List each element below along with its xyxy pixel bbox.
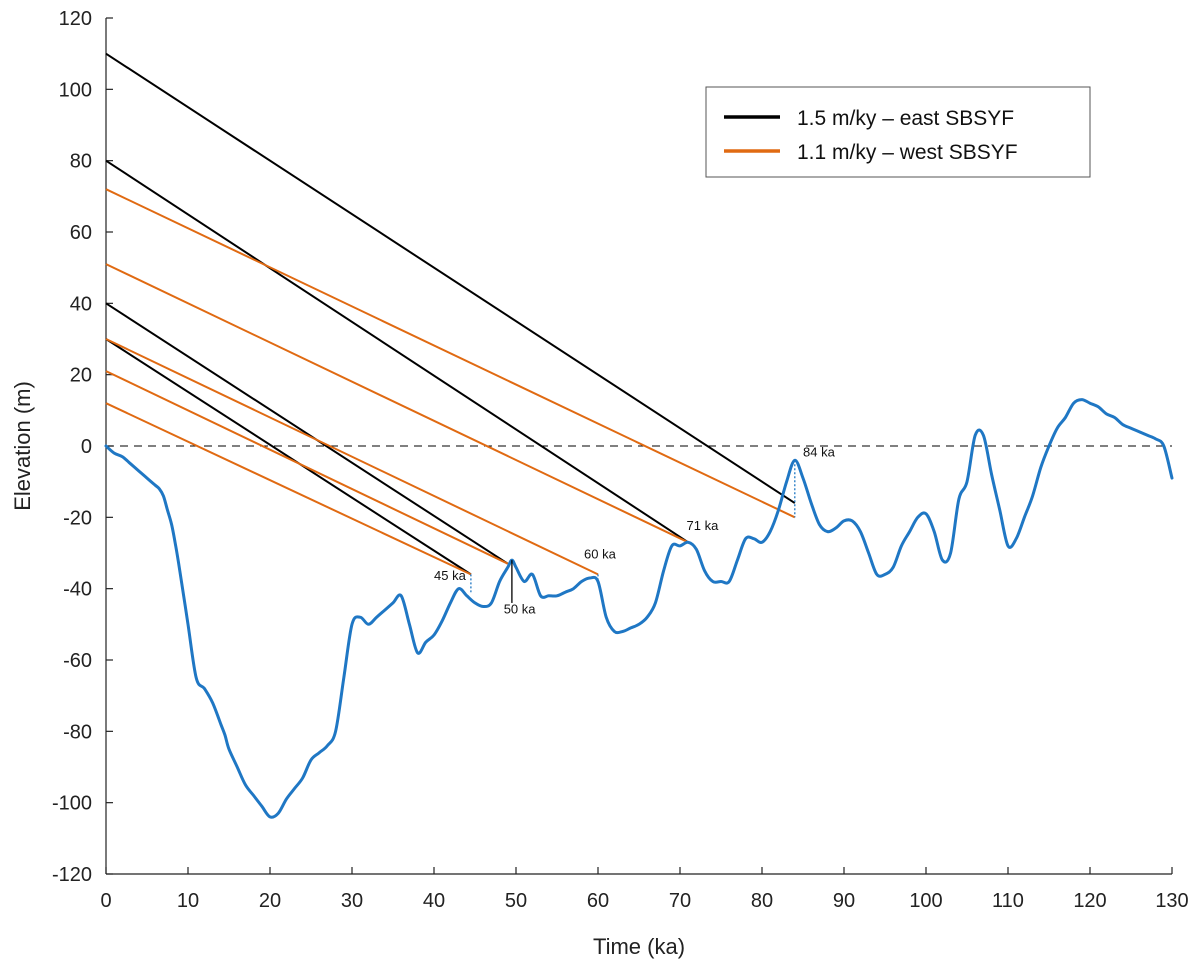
terrace-line-black	[105, 338, 472, 576]
y-axis-title: Elevation (m)	[10, 381, 35, 511]
y-tick-label: 60	[70, 222, 92, 244]
y-tick-label: 100	[59, 79, 92, 101]
x-tick-label: 20	[259, 890, 281, 912]
x-tick-label: 70	[669, 890, 691, 912]
terrace-line-orange	[105, 338, 599, 576]
x-tick-label: 10	[177, 890, 199, 912]
age-markers-group	[470, 460, 796, 603]
y-tick-label: -100	[52, 793, 92, 815]
x-tick-label: 120	[1073, 890, 1106, 912]
legend-label: 1.1 m/ky – west SBSYF	[797, 141, 1018, 164]
terrace-line-orange	[105, 402, 472, 576]
age-annotation: 84 ka	[803, 445, 836, 460]
terrace-line-black	[105, 302, 509, 565]
age-annotation: 50 ka	[504, 602, 537, 617]
x-tick-label: 60	[587, 890, 609, 912]
x-tick-label: 30	[341, 890, 363, 912]
x-tick-label: 0	[100, 890, 111, 912]
y-tick-label: 40	[70, 293, 92, 315]
y-tick-label: 0	[81, 436, 92, 458]
x-tick-label: 110	[992, 890, 1024, 912]
y-tick-label: 120	[59, 8, 92, 30]
x-tick-label: 90	[833, 890, 855, 912]
legend-box	[705, 86, 1091, 178]
terrace-line-orange	[105, 188, 796, 519]
x-tick-label: 80	[751, 890, 773, 912]
terrace-line-orange	[105, 370, 509, 565]
x-tick-label: 40	[423, 890, 445, 912]
y-tick-label: -80	[63, 721, 92, 743]
x-axis-title: Time (ka)	[593, 934, 685, 959]
axes: -120 -100 -80 -60 -40 -20 0 20 40 60 80 100 120 0 10 20…	[52, 8, 1189, 912]
sea-level-curve	[104, 398, 1174, 819]
y-tick-label: 20	[70, 365, 92, 387]
legend-label: 1.5 m/ky – east SBSYF	[797, 107, 1014, 130]
terrace-line-black	[105, 159, 689, 544]
y-tick-label: -60	[63, 650, 92, 672]
y-tick-label: -20	[63, 507, 92, 529]
terrace-line-black	[105, 52, 796, 504]
x-tick-label: 100	[909, 890, 942, 912]
y-tick-label: -40	[63, 579, 92, 601]
terrace-lines-group	[105, 52, 796, 576]
age-annotation: 71 ka	[687, 518, 720, 533]
age-annotation: 45 ka	[434, 568, 467, 583]
legend: 1.5 m/ky – east SBSYF 1.1 m/ky – west SBS…	[705, 86, 1091, 178]
age-annotation: 60 ka	[584, 546, 617, 561]
x-tick-label: 50	[505, 890, 527, 912]
terrace-line-orange	[105, 263, 689, 544]
x-tick-label: 130	[1155, 890, 1188, 912]
y-tick-label: -120	[52, 864, 92, 886]
y-tick-label: 80	[70, 151, 92, 173]
sea-level-curve-group	[104, 398, 1174, 819]
age-annotations-group: 45 ka 50 ka 60 ka 71 ka 84 ka	[434, 445, 836, 617]
